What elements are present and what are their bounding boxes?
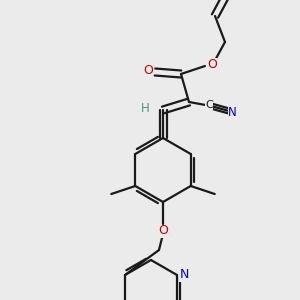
- Text: N: N: [228, 106, 236, 118]
- Text: H: H: [141, 101, 149, 115]
- Text: O: O: [143, 64, 153, 77]
- Text: C: C: [205, 100, 213, 110]
- Text: O: O: [158, 224, 168, 238]
- Text: N: N: [179, 268, 189, 281]
- Text: O: O: [207, 58, 217, 70]
